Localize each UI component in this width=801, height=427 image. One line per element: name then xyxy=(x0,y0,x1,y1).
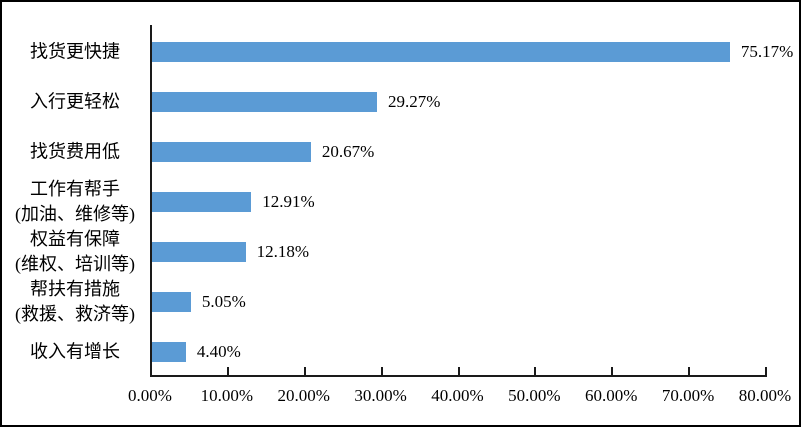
category-label-line: 入行更轻松 xyxy=(30,91,120,112)
category-label-line: 找货更快捷 xyxy=(30,41,120,62)
value-label: 12.18% xyxy=(256,242,310,261)
category-label: 找货更快捷 xyxy=(5,40,145,65)
x-tick-label: 0.00% xyxy=(128,386,172,405)
x-tick-mark xyxy=(611,367,614,375)
x-tick-label: 20.00% xyxy=(277,386,330,405)
x-tick-mark xyxy=(457,367,460,375)
category-label: 帮扶有措施 (救援、救济等) xyxy=(5,277,145,327)
y-axis xyxy=(150,25,152,377)
value-label: 12.91% xyxy=(262,192,315,211)
x-tick-mark xyxy=(380,367,383,375)
x-tick-mark xyxy=(765,367,767,375)
x-tick-label: 10.00% xyxy=(200,386,254,405)
bar xyxy=(152,142,311,162)
x-tick-mark xyxy=(226,367,229,375)
category-label-line: (救援、救济等) xyxy=(15,304,135,324)
category-label: 入行更轻松 xyxy=(5,90,145,115)
x-axis xyxy=(150,375,767,377)
value-label: 20.67% xyxy=(321,142,375,161)
category-label-line: 工作有帮手 xyxy=(30,179,120,199)
value-label: 29.27% xyxy=(388,92,441,111)
category-label: 找货费用低 xyxy=(5,140,145,165)
x-tick-mark xyxy=(688,367,691,375)
category-label: 权益有保障 (维权、培训等) xyxy=(5,227,145,277)
category-label: 收入有增长 xyxy=(5,340,145,365)
value-label: 5.05% xyxy=(201,292,246,311)
bar xyxy=(152,92,377,112)
category-label: 工作有帮手 (加油、维修等) xyxy=(5,177,145,227)
category-label-line: 收入有增长 xyxy=(30,341,120,362)
value-label: 75.17% xyxy=(740,42,794,61)
bar xyxy=(152,42,730,62)
x-tick-label: 30.00% xyxy=(354,386,407,405)
category-label-line: 帮扶有措施 xyxy=(30,279,120,299)
bar xyxy=(152,192,252,212)
bar xyxy=(152,242,246,262)
bar xyxy=(152,292,191,312)
x-tick-label: 50.00% xyxy=(508,386,561,405)
x-tick-mark xyxy=(303,367,306,375)
category-label-line: 找货费用低 xyxy=(30,141,120,162)
value-label: 4.40% xyxy=(196,342,241,361)
category-label-line: 权益有保障 xyxy=(30,229,120,249)
x-tick-mark xyxy=(534,367,537,375)
x-tick-label: 70.00% xyxy=(661,386,715,405)
bar xyxy=(152,342,186,362)
category-label-line: (维权、培训等) xyxy=(15,254,135,274)
x-tick-label: 60.00% xyxy=(585,386,638,405)
x-tick-label: 40.00% xyxy=(431,386,484,405)
x-tick-label: 80.00% xyxy=(738,386,792,405)
category-label-line: (加油、维修等) xyxy=(15,204,135,224)
